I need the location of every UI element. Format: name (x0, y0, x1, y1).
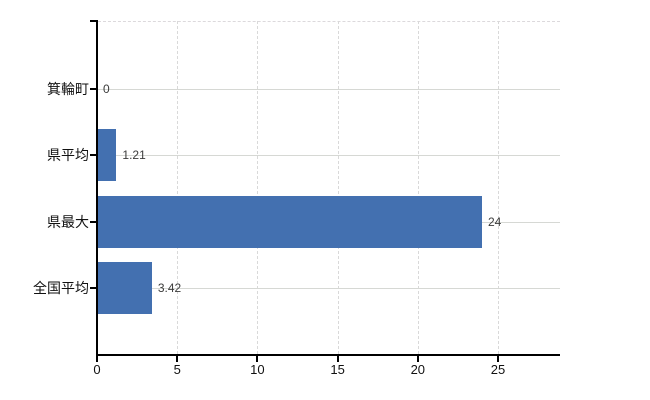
bar-value-label: 0 (103, 82, 110, 96)
x-axis-tick (497, 356, 499, 362)
x-axis-tick (416, 356, 419, 362)
y-axis-tick (90, 154, 96, 156)
x-gridline (337, 21, 339, 354)
plot-top-border (98, 21, 560, 22)
x-axis-tick (336, 356, 339, 362)
x-axis-tick-label: 25 (490, 362, 506, 377)
bar-value-label: 3.42 (157, 281, 182, 295)
x-axis-tick (176, 356, 179, 362)
x-axis-tick-label: 15 (330, 362, 345, 377)
x-gridline (257, 21, 259, 354)
y-gridline (98, 155, 560, 156)
x-axis-line (96, 354, 560, 356)
x-axis-tick (256, 356, 259, 362)
bar (98, 262, 152, 314)
x-axis-tick (96, 356, 98, 362)
x-axis-tick-label: 20 (410, 362, 426, 377)
x-axis-tick-label: 0 (93, 362, 101, 377)
y-gridline (98, 288, 560, 289)
y-axis-category-label: 県平均 (47, 147, 89, 163)
y-axis-category-label: 県最大 (47, 214, 89, 230)
y-axis-tick (90, 88, 96, 90)
bar (98, 196, 482, 248)
bar (98, 129, 117, 181)
y-gridline (98, 89, 560, 90)
x-gridline (417, 21, 419, 354)
y-axis-line (96, 20, 98, 356)
x-gridline (177, 21, 179, 354)
y-axis-category-label: 全国平均 (33, 280, 89, 296)
bar-value-label: 1.21 (122, 148, 146, 162)
bar-value-label: 24 (487, 215, 502, 229)
y-axis-tick (90, 287, 96, 289)
x-gridline (498, 21, 499, 354)
y-axis-tick (90, 221, 96, 223)
y-axis-top-tick (90, 20, 96, 22)
x-axis-tick-label: 10 (250, 362, 265, 377)
x-axis-tick-label: 5 (173, 362, 181, 377)
y-axis-category-label: 箕輪町 (47, 81, 89, 97)
